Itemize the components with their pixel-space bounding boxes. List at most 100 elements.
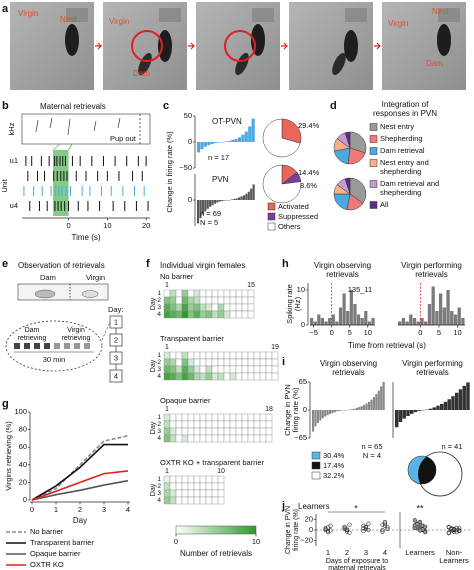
- label: u4: [10, 201, 18, 210]
- cell: [181, 482, 189, 491]
- cell: [163, 482, 171, 491]
- cell: [181, 289, 189, 298]
- cell: [253, 365, 261, 374]
- x-tick-label: 0: [66, 221, 70, 230]
- bar: [204, 200, 207, 212]
- cell: [199, 475, 207, 484]
- cell: [241, 413, 249, 422]
- bar: [455, 392, 459, 410]
- bar: [333, 410, 337, 413]
- legend-swatch: [369, 123, 378, 131]
- bar: [438, 293, 443, 325]
- label: Change in firing rate (%): [165, 131, 174, 213]
- cell: [193, 482, 201, 491]
- nest: [159, 8, 181, 22]
- cell: [175, 482, 183, 491]
- bar: [412, 318, 417, 325]
- x-tick-label: −5: [309, 328, 318, 337]
- bar: [442, 307, 446, 325]
- cell: [211, 413, 219, 422]
- cell: [223, 365, 231, 374]
- point: [423, 530, 428, 535]
- mouse: [437, 24, 451, 56]
- bar: [238, 197, 241, 200]
- bar: [447, 399, 451, 410]
- cell: [253, 434, 261, 443]
- legend-swatch: [369, 180, 378, 188]
- cell: [265, 358, 273, 367]
- point: [347, 522, 352, 527]
- cell: [247, 372, 255, 381]
- cell: [211, 489, 219, 498]
- bar: [201, 200, 204, 215]
- bar: [233, 198, 236, 200]
- y-tick-label: 80: [19, 425, 27, 434]
- label: 1: [157, 476, 161, 483]
- cell: [217, 434, 225, 443]
- bar: [199, 200, 202, 219]
- nest: [66, 8, 88, 22]
- cell: [193, 496, 201, 505]
- y-tick-label: 0: [23, 495, 27, 504]
- trial: [54, 343, 60, 349]
- bar: [338, 307, 343, 325]
- cell: [211, 310, 219, 319]
- point: [344, 529, 350, 534]
- call: [117, 117, 121, 129]
- cell: [193, 310, 201, 319]
- cell: [181, 434, 189, 443]
- cell: [235, 434, 243, 443]
- point: [361, 528, 366, 534]
- cell: [241, 303, 249, 312]
- label: 4: [157, 497, 161, 504]
- dam-mouse: [34, 289, 56, 299]
- cell: [169, 372, 177, 381]
- bar: [214, 142, 218, 144]
- label: 8.6%: [300, 181, 317, 190]
- label: Individual virgin females: [160, 261, 245, 270]
- bar: [342, 293, 346, 325]
- label: n = 41: [441, 442, 462, 451]
- bar: [326, 410, 329, 416]
- bar: [405, 321, 409, 325]
- label: *: [354, 503, 358, 513]
- legend-swatch: [369, 159, 378, 167]
- bar: [207, 142, 211, 146]
- label: Dam: [133, 69, 150, 78]
- cell: [211, 475, 219, 484]
- bar: [245, 193, 248, 200]
- label: Day: [73, 516, 87, 525]
- label: Time (s): [71, 233, 100, 242]
- cell: [163, 496, 171, 505]
- bar: [313, 321, 317, 325]
- y-tick-label: −50: [179, 163, 192, 172]
- cell: [211, 303, 219, 312]
- bar: [462, 385, 466, 410]
- panel-label: b: [2, 100, 9, 112]
- cell: [217, 489, 225, 498]
- point: [451, 529, 457, 534]
- label: Transparent barrier: [160, 334, 224, 343]
- cell: [241, 434, 249, 443]
- mouse: [138, 52, 152, 76]
- cell: [205, 296, 213, 305]
- cell: [253, 351, 261, 360]
- cell: [193, 420, 201, 429]
- legend-label: No barrier: [30, 527, 64, 536]
- cell: [205, 434, 213, 443]
- cell: [163, 420, 171, 429]
- cell: [175, 358, 183, 367]
- label: 2: [157, 483, 161, 490]
- bar: [244, 131, 248, 142]
- cell: [265, 372, 273, 381]
- point: [382, 521, 388, 526]
- label: Learners: [439, 556, 469, 565]
- cell: [169, 365, 177, 374]
- label: Virgin observing: [314, 261, 371, 270]
- bar: [451, 396, 455, 410]
- bar: [316, 410, 319, 423]
- call: [35, 119, 39, 133]
- cell: [193, 289, 201, 298]
- legend-swatch: [311, 471, 321, 480]
